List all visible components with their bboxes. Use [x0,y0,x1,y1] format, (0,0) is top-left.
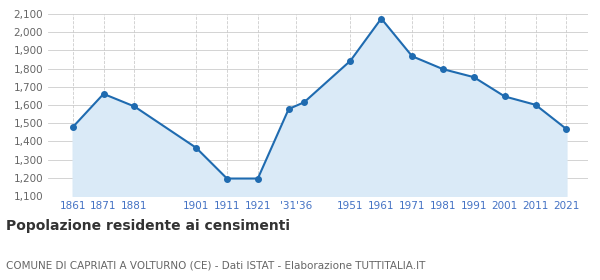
Text: COMUNE DI CAPRIATI A VOLTURNO (CE) - Dati ISTAT - Elaborazione TUTTITALIA.IT: COMUNE DI CAPRIATI A VOLTURNO (CE) - Dat… [6,261,425,271]
Text: Popolazione residente ai censimenti: Popolazione residente ai censimenti [6,219,290,233]
